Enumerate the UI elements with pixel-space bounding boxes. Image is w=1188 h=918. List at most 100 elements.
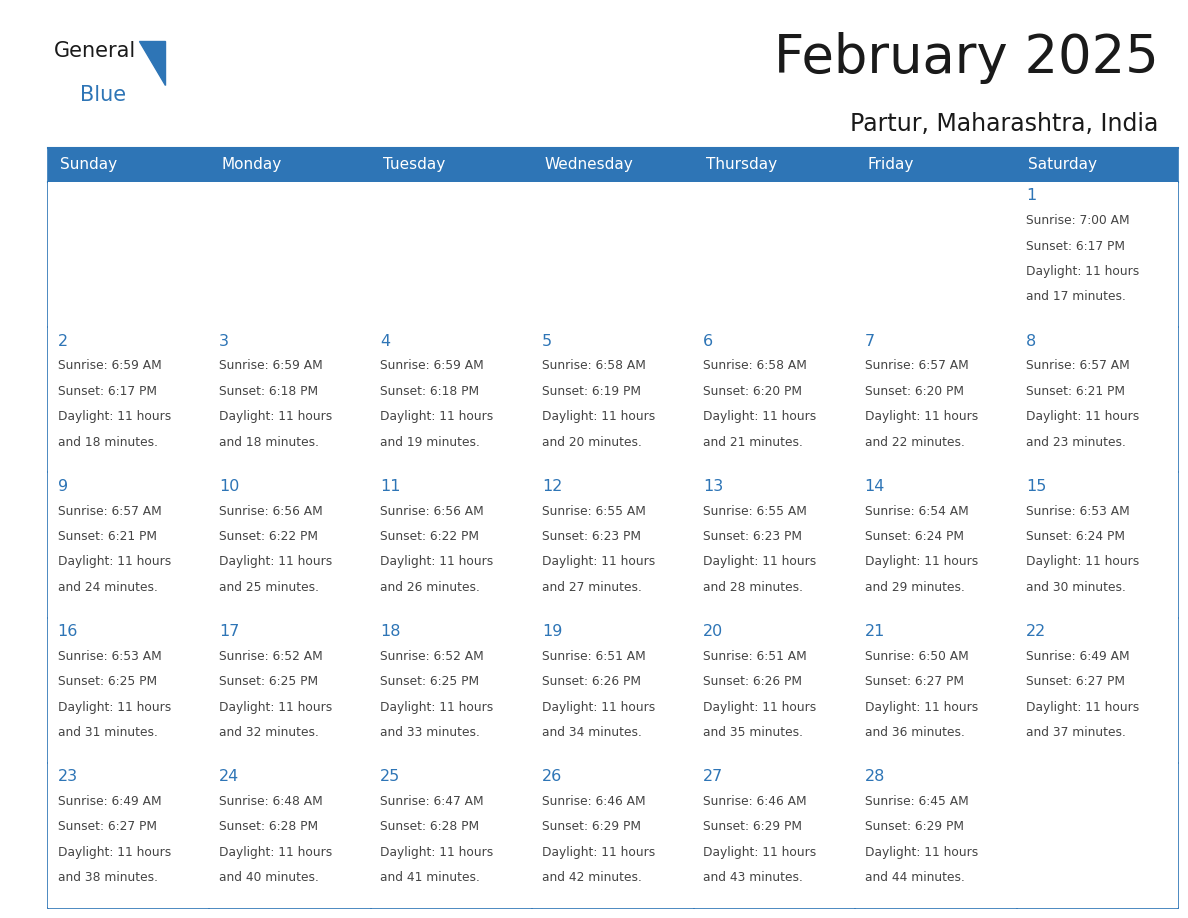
Text: and 33 minutes.: and 33 minutes. <box>380 726 480 739</box>
Text: 19: 19 <box>542 624 562 639</box>
Text: Sunset: 6:22 PM: Sunset: 6:22 PM <box>219 530 318 543</box>
Text: Sunset: 6:27 PM: Sunset: 6:27 PM <box>57 821 157 834</box>
Text: Sunrise: 6:59 AM: Sunrise: 6:59 AM <box>219 359 323 373</box>
Text: Sunset: 6:29 PM: Sunset: 6:29 PM <box>703 821 802 834</box>
Text: Sunset: 6:26 PM: Sunset: 6:26 PM <box>542 675 640 688</box>
Text: Sunrise: 6:46 AM: Sunrise: 6:46 AM <box>703 795 807 808</box>
Text: Friday: Friday <box>867 158 914 173</box>
Text: 2: 2 <box>57 333 68 349</box>
Text: Sunset: 6:25 PM: Sunset: 6:25 PM <box>57 675 157 688</box>
Text: Sunset: 6:24 PM: Sunset: 6:24 PM <box>865 530 963 543</box>
Text: Sunrise: 6:54 AM: Sunrise: 6:54 AM <box>865 505 968 518</box>
Text: Daylight: 11 hours: Daylight: 11 hours <box>865 410 978 423</box>
Text: 10: 10 <box>219 479 239 494</box>
Text: Sunrise: 6:59 AM: Sunrise: 6:59 AM <box>57 359 162 373</box>
Text: Saturday: Saturday <box>1029 158 1098 173</box>
Text: Sunset: 6:25 PM: Sunset: 6:25 PM <box>219 675 318 688</box>
Text: Sunday: Sunday <box>59 158 116 173</box>
Text: and 24 minutes.: and 24 minutes. <box>57 581 157 594</box>
Text: Sunrise: 6:49 AM: Sunrise: 6:49 AM <box>57 795 162 808</box>
Text: 24: 24 <box>219 769 239 784</box>
Text: Daylight: 11 hours: Daylight: 11 hours <box>219 410 333 423</box>
Text: and 18 minutes.: and 18 minutes. <box>57 435 158 449</box>
Text: Sunrise: 6:57 AM: Sunrise: 6:57 AM <box>57 505 162 518</box>
Text: Sunrise: 6:57 AM: Sunrise: 6:57 AM <box>1026 359 1130 373</box>
Text: Sunset: 6:18 PM: Sunset: 6:18 PM <box>380 385 480 397</box>
Text: 23: 23 <box>57 769 77 784</box>
Text: Sunset: 6:28 PM: Sunset: 6:28 PM <box>219 821 318 834</box>
Text: Sunrise: 6:52 AM: Sunrise: 6:52 AM <box>219 650 323 663</box>
Text: Daylight: 11 hours: Daylight: 11 hours <box>865 555 978 568</box>
Text: 26: 26 <box>542 769 562 784</box>
Text: Sunset: 6:21 PM: Sunset: 6:21 PM <box>57 530 157 543</box>
Text: Sunrise: 7:00 AM: Sunrise: 7:00 AM <box>1026 214 1130 227</box>
Text: and 28 minutes.: and 28 minutes. <box>703 581 803 594</box>
Text: and 41 minutes.: and 41 minutes. <box>380 871 480 884</box>
Text: 7: 7 <box>865 333 874 349</box>
Text: and 21 minutes.: and 21 minutes. <box>703 435 803 449</box>
Text: and 32 minutes.: and 32 minutes. <box>219 726 318 739</box>
Text: Daylight: 11 hours: Daylight: 11 hours <box>380 700 493 713</box>
Text: 1: 1 <box>1026 188 1036 204</box>
Text: Daylight: 11 hours: Daylight: 11 hours <box>1026 265 1139 278</box>
Text: Sunrise: 6:56 AM: Sunrise: 6:56 AM <box>219 505 323 518</box>
Text: Sunrise: 6:55 AM: Sunrise: 6:55 AM <box>703 505 807 518</box>
Text: 15: 15 <box>1026 479 1047 494</box>
Text: Sunset: 6:23 PM: Sunset: 6:23 PM <box>542 530 640 543</box>
Text: 17: 17 <box>219 624 239 639</box>
Text: 16: 16 <box>57 624 78 639</box>
Text: and 37 minutes.: and 37 minutes. <box>1026 726 1126 739</box>
Text: and 17 minutes.: and 17 minutes. <box>1026 290 1126 303</box>
Text: Daylight: 11 hours: Daylight: 11 hours <box>1026 555 1139 568</box>
Text: 22: 22 <box>1026 624 1047 639</box>
Text: and 18 minutes.: and 18 minutes. <box>219 435 318 449</box>
Text: Sunset: 6:20 PM: Sunset: 6:20 PM <box>865 385 963 397</box>
Text: 5: 5 <box>542 333 552 349</box>
Text: Sunset: 6:24 PM: Sunset: 6:24 PM <box>1026 530 1125 543</box>
Text: Sunrise: 6:57 AM: Sunrise: 6:57 AM <box>865 359 968 373</box>
Text: and 25 minutes.: and 25 minutes. <box>219 581 318 594</box>
Text: Sunset: 6:20 PM: Sunset: 6:20 PM <box>703 385 802 397</box>
Text: 4: 4 <box>380 333 391 349</box>
Text: Sunset: 6:26 PM: Sunset: 6:26 PM <box>703 675 802 688</box>
Text: 8: 8 <box>1026 333 1036 349</box>
Text: Sunset: 6:27 PM: Sunset: 6:27 PM <box>865 675 963 688</box>
Text: Daylight: 11 hours: Daylight: 11 hours <box>57 555 171 568</box>
Text: Sunrise: 6:53 AM: Sunrise: 6:53 AM <box>1026 505 1130 518</box>
Text: Daylight: 11 hours: Daylight: 11 hours <box>219 555 333 568</box>
Text: Monday: Monday <box>221 158 282 173</box>
Text: Sunset: 6:25 PM: Sunset: 6:25 PM <box>380 675 480 688</box>
Text: Sunrise: 6:58 AM: Sunrise: 6:58 AM <box>703 359 807 373</box>
Text: Sunrise: 6:48 AM: Sunrise: 6:48 AM <box>219 795 323 808</box>
Text: Sunset: 6:27 PM: Sunset: 6:27 PM <box>1026 675 1125 688</box>
Text: Sunrise: 6:49 AM: Sunrise: 6:49 AM <box>1026 650 1130 663</box>
Text: Daylight: 11 hours: Daylight: 11 hours <box>1026 410 1139 423</box>
Text: Daylight: 11 hours: Daylight: 11 hours <box>865 700 978 713</box>
Text: Daylight: 11 hours: Daylight: 11 hours <box>542 700 655 713</box>
Text: 12: 12 <box>542 479 562 494</box>
Text: and 27 minutes.: and 27 minutes. <box>542 581 642 594</box>
Text: Sunrise: 6:58 AM: Sunrise: 6:58 AM <box>542 359 645 373</box>
Text: 3: 3 <box>219 333 229 349</box>
Text: Sunrise: 6:50 AM: Sunrise: 6:50 AM <box>865 650 968 663</box>
Text: Daylight: 11 hours: Daylight: 11 hours <box>703 845 816 858</box>
Text: Sunset: 6:29 PM: Sunset: 6:29 PM <box>865 821 963 834</box>
Text: Partur, Maharashtra, India: Partur, Maharashtra, India <box>849 112 1158 136</box>
Text: and 44 minutes.: and 44 minutes. <box>865 871 965 884</box>
Text: Daylight: 11 hours: Daylight: 11 hours <box>219 700 333 713</box>
Text: and 31 minutes.: and 31 minutes. <box>57 726 157 739</box>
Text: Daylight: 11 hours: Daylight: 11 hours <box>380 845 493 858</box>
Text: February 2025: February 2025 <box>773 32 1158 84</box>
Text: Sunset: 6:28 PM: Sunset: 6:28 PM <box>380 821 480 834</box>
Text: Wednesday: Wednesday <box>544 158 633 173</box>
Text: Daylight: 11 hours: Daylight: 11 hours <box>865 845 978 858</box>
Text: General: General <box>53 41 135 62</box>
Text: Sunset: 6:29 PM: Sunset: 6:29 PM <box>542 821 640 834</box>
Text: Sunrise: 6:53 AM: Sunrise: 6:53 AM <box>57 650 162 663</box>
Text: and 19 minutes.: and 19 minutes. <box>380 435 480 449</box>
Text: Sunrise: 6:59 AM: Sunrise: 6:59 AM <box>380 359 485 373</box>
Text: Daylight: 11 hours: Daylight: 11 hours <box>542 555 655 568</box>
Text: and 40 minutes.: and 40 minutes. <box>219 871 318 884</box>
Text: and 23 minutes.: and 23 minutes. <box>1026 435 1126 449</box>
Text: Sunset: 6:17 PM: Sunset: 6:17 PM <box>1026 240 1125 252</box>
